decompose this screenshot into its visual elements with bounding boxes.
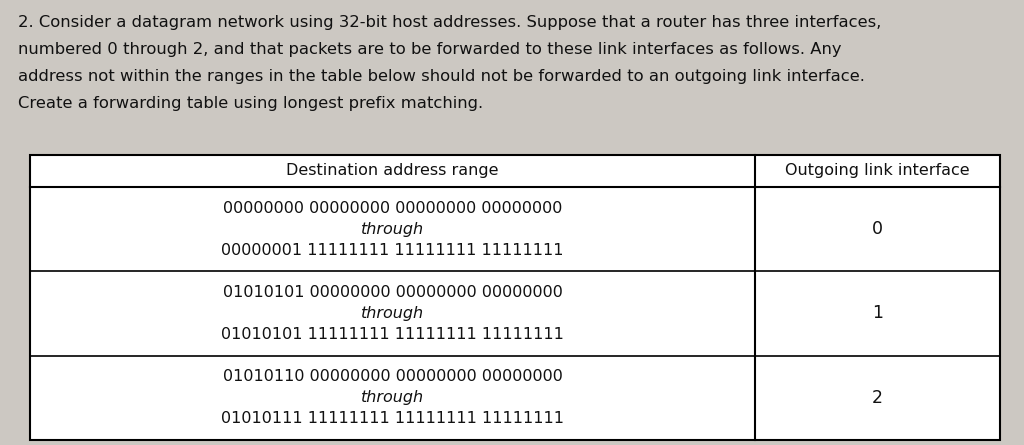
Text: 01010101 00000000 00000000 00000000: 01010101 00000000 00000000 00000000 <box>222 285 562 300</box>
Text: address not within the ranges in the table below should not be forwarded to an o: address not within the ranges in the tab… <box>18 69 865 84</box>
Text: through: through <box>360 390 424 405</box>
Text: Outgoing link interface: Outgoing link interface <box>785 163 970 178</box>
Text: through: through <box>360 222 424 237</box>
Text: numbered 0 through 2, and that packets are to be forwarded to these link interfa: numbered 0 through 2, and that packets a… <box>18 42 842 57</box>
Text: 2. Consider a datagram network using 32-bit host addresses. Suppose that a route: 2. Consider a datagram network using 32-… <box>18 15 882 30</box>
Text: Create a forwarding table using longest prefix matching.: Create a forwarding table using longest … <box>18 96 483 111</box>
Text: 01010110 00000000 00000000 00000000: 01010110 00000000 00000000 00000000 <box>222 369 562 384</box>
Text: 00000000 00000000 00000000 00000000: 00000000 00000000 00000000 00000000 <box>223 201 562 216</box>
Text: 01010101 11111111 11111111 11111111: 01010101 11111111 11111111 11111111 <box>221 327 564 342</box>
Text: 00000001 11111111 11111111 11111111: 00000001 11111111 11111111 11111111 <box>221 243 564 258</box>
Text: Destination address range: Destination address range <box>287 163 499 178</box>
Bar <box>30 155 1000 440</box>
Text: 2: 2 <box>872 389 883 407</box>
Text: 1: 1 <box>872 304 883 323</box>
Text: 0: 0 <box>872 220 883 238</box>
Text: through: through <box>360 306 424 321</box>
Text: 01010111 11111111 11111111 11111111: 01010111 11111111 11111111 11111111 <box>221 411 564 426</box>
